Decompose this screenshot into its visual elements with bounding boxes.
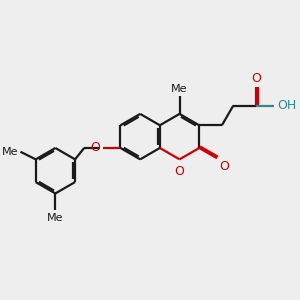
- Text: OH: OH: [278, 99, 297, 112]
- Text: O: O: [251, 72, 261, 85]
- Text: O: O: [219, 160, 229, 172]
- Text: Me: Me: [2, 147, 18, 157]
- Text: Me: Me: [47, 213, 64, 223]
- Text: O: O: [175, 165, 184, 178]
- Text: Me: Me: [171, 84, 188, 94]
- Text: O: O: [90, 142, 100, 154]
